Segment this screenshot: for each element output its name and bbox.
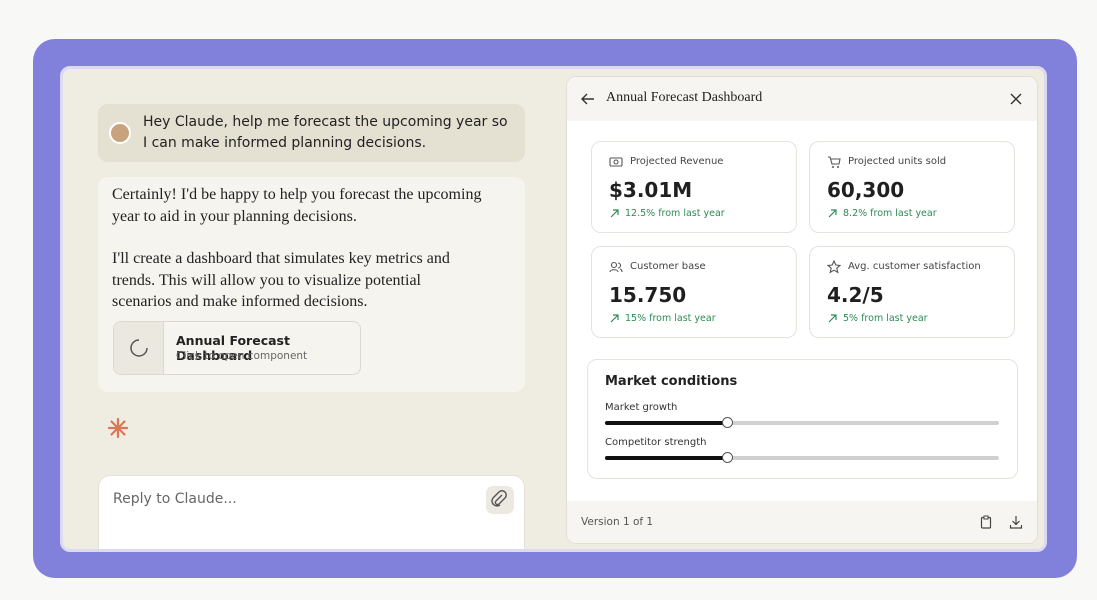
artifact-card[interactable]: Annual Forecast Dashboard Click to open … xyxy=(113,321,361,375)
reply-placeholder: Reply to Claude... xyxy=(113,491,237,507)
metric-value: 4.2/5 xyxy=(827,283,884,307)
avatar xyxy=(109,122,131,144)
copy-button[interactable] xyxy=(979,515,993,529)
user-bubble: Hey Claude, help me forecast the upcomin… xyxy=(98,104,525,162)
window: Hey Claude, help me forecast the upcomin… xyxy=(60,66,1047,552)
assistant-paragraph: Certainly! I'd be happy to help you fore… xyxy=(112,186,482,225)
slider[interactable] xyxy=(605,452,999,463)
metric-change: 15% from last year xyxy=(625,313,716,324)
artifact-panel: Annual Forecast Dashboard Projected Reve… xyxy=(566,76,1038,544)
metric-change: 5% from last year xyxy=(843,313,928,324)
panel-footer: Version 1 of 1 xyxy=(567,501,1037,543)
download-button[interactable] xyxy=(1009,515,1023,529)
artifact-title: Annual Forecast Dashboard xyxy=(176,333,290,363)
spinner-icon xyxy=(130,339,148,357)
metric-grid: Projected Revenue $3.01M 12.5% from last y… xyxy=(567,77,1037,377)
metric-change: 8.2% from last year xyxy=(843,208,937,219)
reply-box[interactable]: Reply to Claude... xyxy=(98,475,525,549)
assistant-bubble: Certainly! I'd be happy to help you fore… xyxy=(98,177,525,392)
metric-card: Avg. customer satisfaction 4.2/5 5% from l… xyxy=(809,246,1015,338)
user-message: Hey Claude, help me forecast the upcomin… xyxy=(143,114,508,151)
slider-label: Competitor strength xyxy=(605,437,707,448)
metric-label: Projected units sold xyxy=(848,156,947,167)
panel-header: Annual Forecast Dashboard xyxy=(567,77,1037,121)
attach-button[interactable] xyxy=(486,486,514,514)
metric-card: Projected Revenue $3.01M 12.5% from last y… xyxy=(591,141,797,233)
claude-icon xyxy=(107,417,129,439)
artifact-icon-box xyxy=(114,322,164,374)
metric-label: Projected Revenue xyxy=(630,156,724,167)
metric-value: 15.750 xyxy=(609,283,687,307)
assistant-paragraph: I'll create a dashboard that simulates k… xyxy=(112,250,450,310)
market-box: Market conditions Market growth Competit… xyxy=(587,359,1018,479)
trend-icon xyxy=(610,314,619,323)
metric-icon xyxy=(609,157,623,167)
slider[interactable] xyxy=(605,417,999,428)
metric-label: Customer base xyxy=(630,261,706,272)
artifact-subtitle: Click to open component xyxy=(176,350,308,362)
metric-card: Projected units sold 60,300 8.2% from last… xyxy=(809,141,1015,233)
back-button[interactable] xyxy=(580,91,596,107)
metric-label: Avg. customer satisfaction xyxy=(848,261,981,272)
metric-icon xyxy=(827,260,841,274)
trend-icon xyxy=(610,209,619,218)
metric-card: Customer base 15.750 15% from last year xyxy=(591,246,797,338)
metric-change: 12.5% from last year xyxy=(625,208,725,219)
trend-icon xyxy=(828,209,837,218)
close-button[interactable] xyxy=(1009,92,1023,106)
version-label: Version 1 of 1 xyxy=(581,516,654,528)
trend-icon xyxy=(828,314,837,323)
slider-label: Market growth xyxy=(605,402,678,413)
metric-icon xyxy=(828,156,841,168)
metric-value: $3.01M xyxy=(609,178,693,202)
market-title: Market conditions xyxy=(605,374,738,389)
panel-title: Annual Forecast Dashboard xyxy=(606,90,763,105)
metric-value: 60,300 xyxy=(827,178,905,202)
metric-icon xyxy=(609,261,623,273)
